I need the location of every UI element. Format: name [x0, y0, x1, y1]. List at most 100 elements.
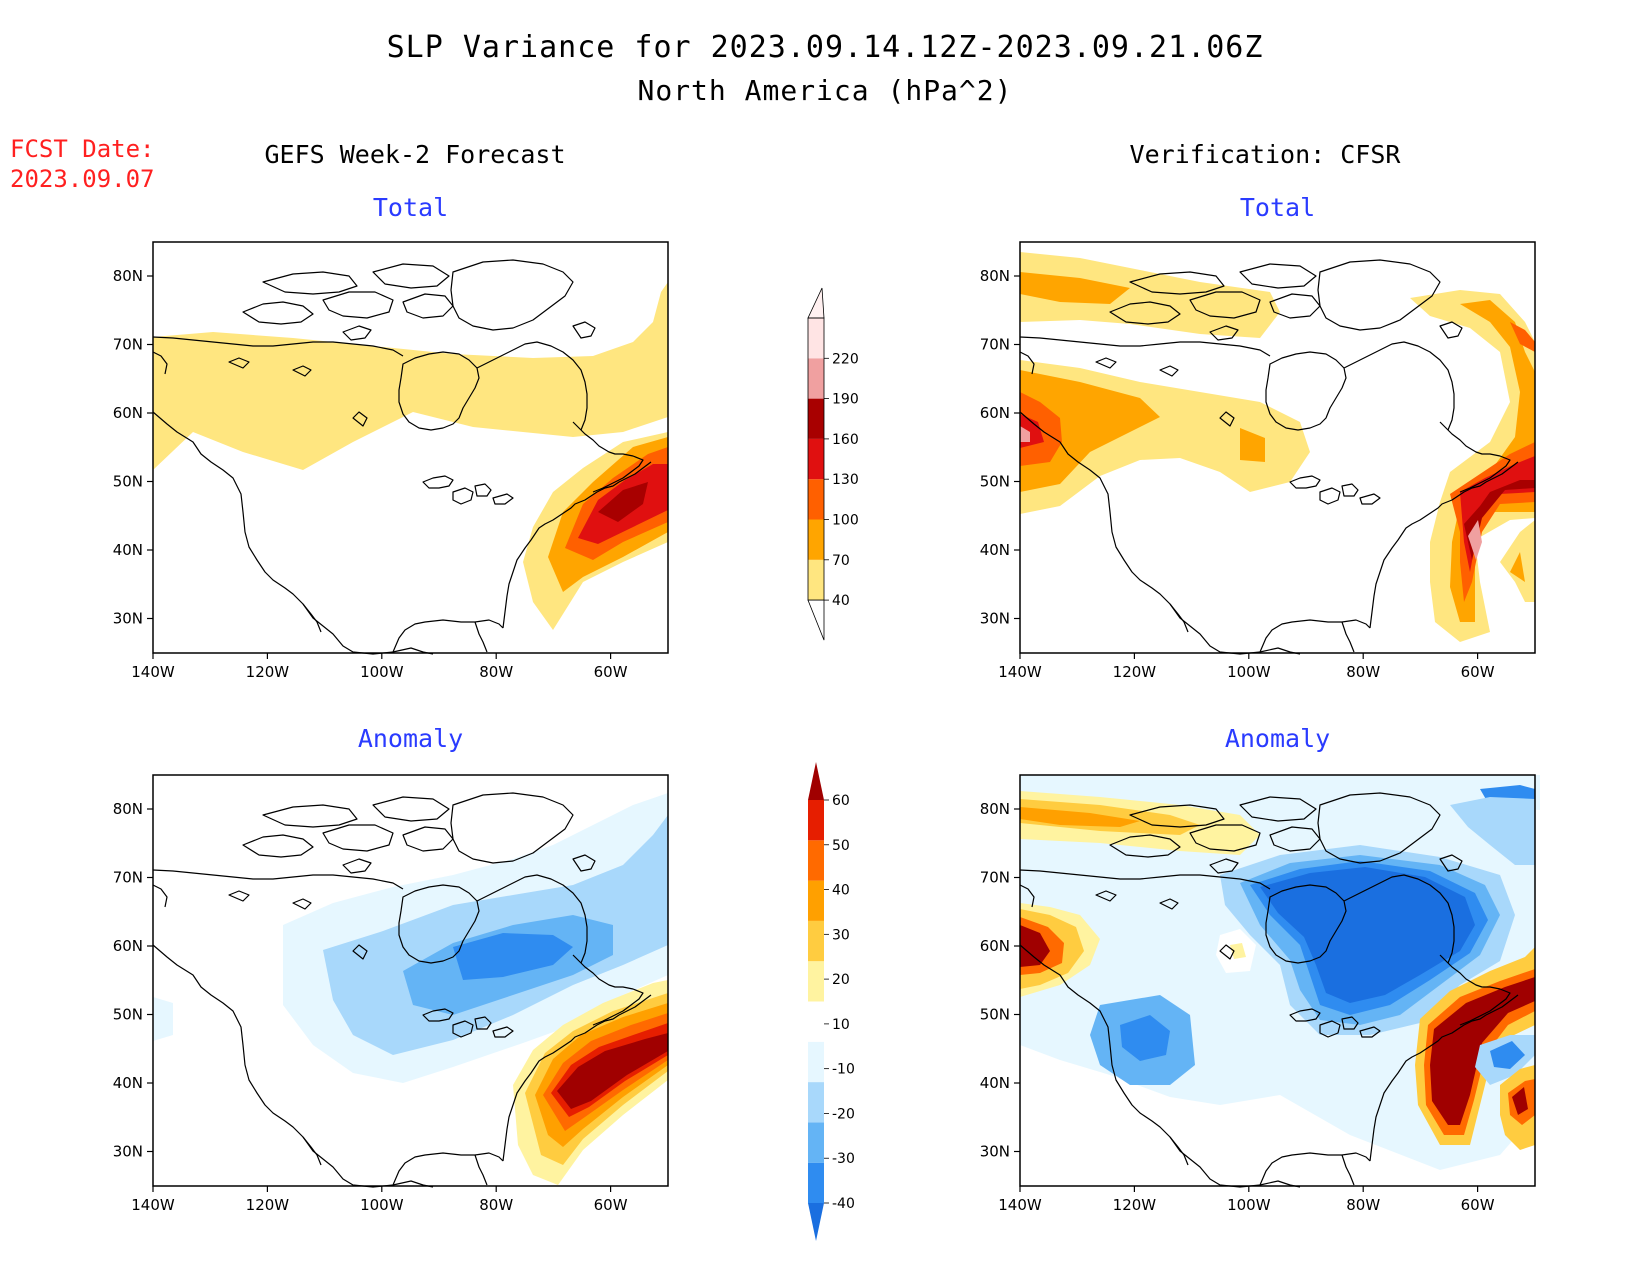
forecast-total-shading: [153, 282, 668, 630]
lon-tick-label: 100W: [360, 663, 404, 681]
colorbar-anomaly-label: 10: [832, 1017, 850, 1033]
panel-forecast-total: [152, 241, 669, 655]
lat-tick-label: 70N: [980, 336, 1010, 354]
lat-tick-label: 80N: [980, 800, 1010, 818]
lon-tick-label: 60W: [594, 663, 628, 681]
lon-tick-label: 100W: [360, 1196, 404, 1214]
verification-anomaly-frame: [1019, 774, 1536, 1187]
forecast-anomaly-shading: [153, 793, 668, 1185]
lon-tick-label: 100W: [1227, 663, 1271, 681]
chart-subtitle: North America (hPa^2): [637, 74, 1013, 107]
lon-tick-label: 120W: [246, 663, 290, 681]
colorbar-anomaly-swatch: [808, 840, 824, 881]
lon-tick-label: 80W: [1346, 663, 1380, 681]
colorbar-anomaly-swatch: [808, 800, 824, 841]
colorbar-total-label: 70: [832, 553, 850, 569]
lat-tick-label: 30N: [113, 610, 143, 628]
forecast-date-label: FCST Date:: [10, 135, 155, 163]
colorbar-total-label: 160: [832, 432, 859, 448]
verification-total-frame: [1019, 241, 1536, 654]
lat-tick-label: 40N: [113, 541, 143, 559]
lat-tick-label: 60N: [980, 404, 1010, 422]
forecast-total-coastlines: [152, 259, 652, 655]
forecast-anomaly-title: Anomaly: [357, 724, 464, 753]
lat-tick-label: 40N: [113, 1074, 143, 1092]
colorbar-anomaly-label: 20: [832, 972, 850, 988]
lat-tick-label: 80N: [113, 800, 143, 818]
lat-tick-label: 70N: [113, 336, 143, 354]
colorbar-total-label: 100: [832, 513, 859, 529]
lon-tick-label: 80W: [479, 1196, 513, 1214]
lon-tick-label: 100W: [1227, 1196, 1271, 1214]
colorbar-total-swatch: [808, 559, 824, 601]
forecast-anomaly-frame: [152, 774, 669, 1187]
lat-tick-label: 30N: [113, 1143, 143, 1161]
colorbar-anomaly-swatch: [808, 920, 824, 962]
colorbar-anomaly-swatch: [808, 1041, 824, 1083]
verification-column-title: Verification: CFSR: [1129, 140, 1401, 169]
forecast-date-block: FCST Date: 2023.09.07: [10, 134, 155, 194]
lon-tick-label: 80W: [1346, 1196, 1380, 1214]
lat-tick-label: 70N: [113, 869, 143, 887]
lon-tick-label: 120W: [1113, 1196, 1157, 1214]
colorbar-anomaly-label: -20: [832, 1106, 855, 1122]
lon-tick-label: 120W: [1113, 663, 1157, 681]
verification-total-title: Total: [1239, 193, 1316, 222]
colorbar-anomaly-label: 60: [832, 793, 850, 809]
colorbar-total-label: 220: [832, 351, 859, 367]
colorbar-anomaly-label: -10: [832, 1062, 855, 1078]
verification-total-shading: [1020, 252, 1535, 642]
forecast-total-title: Total: [372, 193, 449, 222]
lat-tick-label: 40N: [980, 541, 1010, 559]
colorbar-anomaly-bottom-arrow: [808, 1203, 824, 1241]
panel-verification-total: [1019, 241, 1536, 655]
colorbar-total-label: 40: [832, 593, 850, 609]
colorbar-anomaly-swatch: [808, 1122, 824, 1163]
lat-tick-label: 30N: [980, 610, 1010, 628]
forecast-date-value: 2023.09.07: [10, 165, 155, 193]
lat-tick-label: 80N: [113, 267, 143, 285]
lat-tick-label: 40N: [980, 1074, 1010, 1092]
colorbar-total-label: 190: [832, 392, 859, 408]
forecast-total-frame: [152, 241, 669, 654]
lon-tick-label: 140W: [998, 663, 1042, 681]
lat-tick-label: 30N: [980, 1143, 1010, 1161]
colorbar-anomaly: 60 50 40 30 20 10 -10 -20 -30 -40: [808, 762, 855, 1241]
colorbar-total-swatch: [808, 358, 824, 399]
panel-forecast-anomaly: [152, 774, 669, 1188]
lat-tick-label: 50N: [980, 1006, 1010, 1024]
lat-tick-label: 50N: [113, 473, 143, 491]
colorbar-anomaly-top-arrow: [808, 762, 824, 800]
colorbar-total: 40 70 100 130 160 190 220: [807, 287, 859, 641]
colorbar-total-swatch: [808, 438, 824, 480]
colorbar-total-label: 130: [832, 472, 859, 488]
colorbar-total-bottom-arrow: [807, 599, 825, 641]
verification-anomaly-shading: [1020, 775, 1540, 1170]
lon-tick-label: 80W: [479, 663, 513, 681]
colorbar-total-frame: [807, 317, 825, 601]
lon-tick-label: 60W: [1461, 1196, 1495, 1214]
panel-verification-anomaly: [1019, 774, 1540, 1188]
lat-tick-label: 50N: [113, 1006, 143, 1024]
lat-tick-label: 60N: [980, 937, 1010, 955]
lat-tick-label: 60N: [113, 404, 143, 422]
verification-anomaly-title: Anomaly: [1224, 724, 1331, 753]
colorbar-anomaly-label: -30: [832, 1151, 855, 1167]
colorbar-total-swatch: [808, 479, 824, 520]
lon-tick-label: 60W: [594, 1196, 628, 1214]
lon-tick-label: 120W: [246, 1196, 290, 1214]
colorbar-total-swatch: [808, 398, 824, 439]
colorbar-anomaly-swatch: [808, 880, 824, 921]
lon-tick-label: 140W: [131, 663, 175, 681]
colorbar-anomaly-swatch: [808, 961, 824, 1002]
lon-tick-label: 60W: [1461, 663, 1495, 681]
forecast-column-title: GEFS Week-2 Forecast: [264, 140, 566, 169]
lat-tick-label: 50N: [980, 473, 1010, 491]
colorbar-anomaly-label: 50: [832, 838, 850, 854]
lat-tick-label: 80N: [980, 267, 1010, 285]
lat-tick-label: 60N: [113, 937, 143, 955]
colorbar-anomaly-swatch: [808, 1001, 824, 1042]
colorbar-anomaly-label: -40: [832, 1196, 855, 1212]
lon-tick-label: 140W: [131, 1196, 175, 1214]
